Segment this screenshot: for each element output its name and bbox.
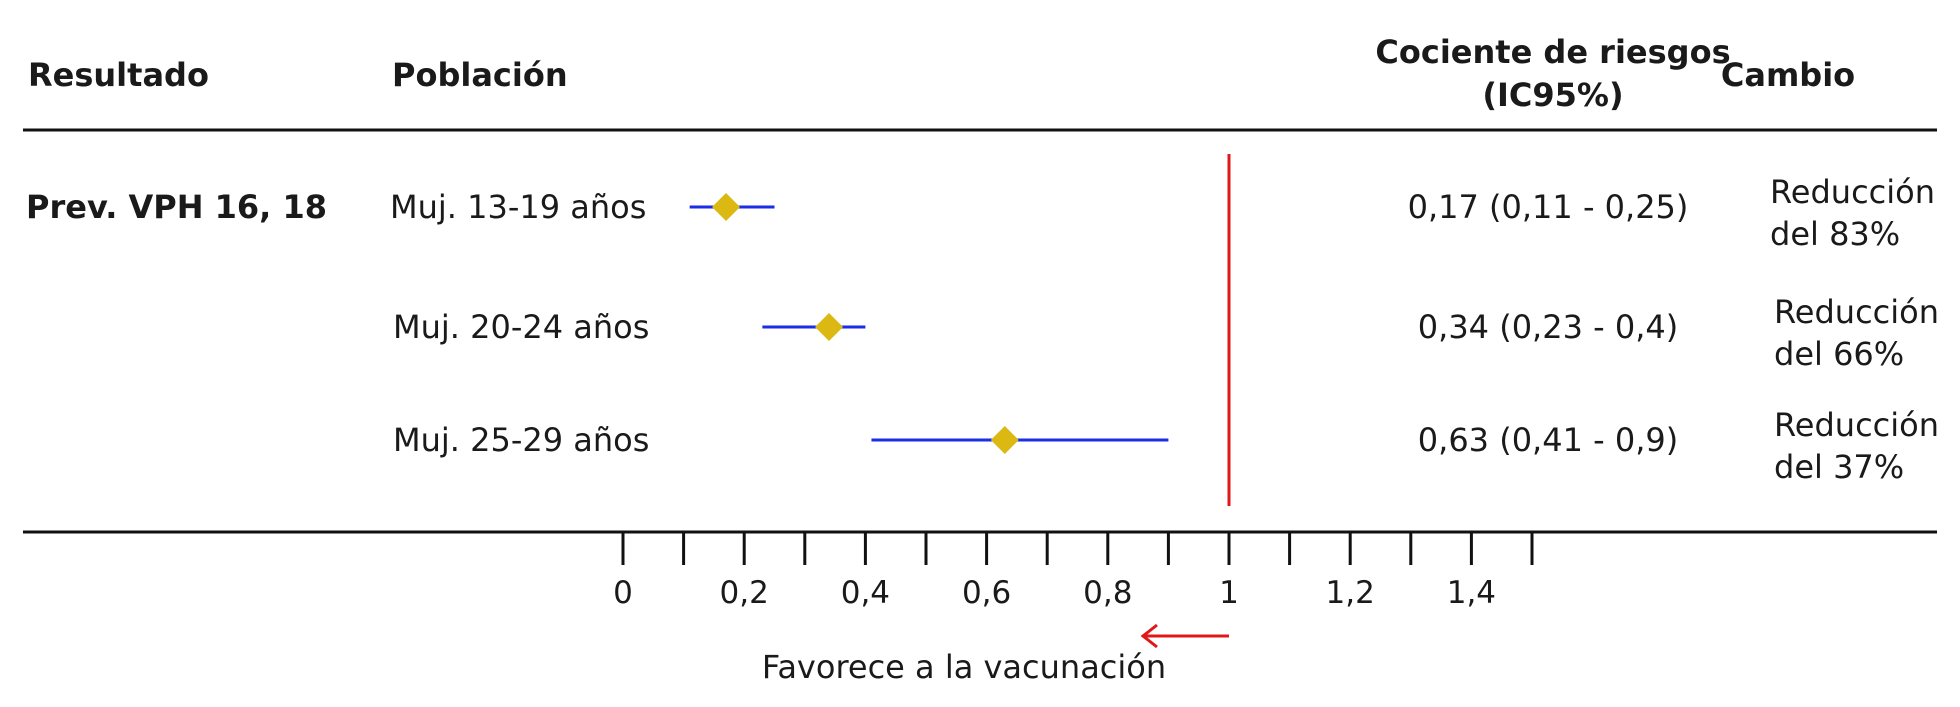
forest-rows: Muj. 13-19 años 0,17 (0,11 - 0,25) Reducci… [390, 173, 1939, 486]
ci-value: 0,17 (0,11 - 0,25) [1408, 188, 1689, 226]
favors-arrow-head [1140, 623, 1158, 649]
population-label: Muj. 13-19 años [390, 188, 646, 226]
x-tick-label: 1 [1219, 575, 1239, 611]
change-line1: Reducción [1770, 173, 1935, 211]
outcome-label: Prev. VPH 16, 18 [26, 188, 327, 226]
header-cambio: Cambio [1721, 56, 1855, 94]
point-estimate [815, 313, 844, 341]
population-label: Muj. 25-29 años [393, 421, 649, 459]
x-tick-label: 1,4 [1447, 575, 1496, 611]
change-line2: del 66% [1774, 335, 1904, 373]
x-tick-label: 1,2 [1326, 575, 1375, 611]
favors-arrow [1140, 623, 1229, 649]
x-axis-ticks: 0 0,2 0,4 0,6 0,8 1 1,2 1,4 [613, 532, 1534, 611]
change-line2: del 37% [1774, 448, 1904, 486]
change-line2: del 83% [1770, 215, 1900, 253]
header-resultado: Resultado [28, 56, 209, 94]
point-estimate [990, 426, 1019, 454]
forest-row: Muj. 13-19 años 0,17 (0,11 - 0,25) Reducci… [390, 173, 1935, 253]
header-cociente-line2: (IC95%) [1482, 76, 1623, 114]
ci-value: 0,34 (0,23 - 0,4) [1418, 308, 1678, 346]
x-tick-label: 0,6 [962, 575, 1011, 611]
x-tick-label: 0,8 [1083, 575, 1132, 611]
change-line1: Reducción [1774, 406, 1939, 444]
forest-row: Muj. 25-29 años 0,63 (0,41 - 0,9) Reducció… [393, 406, 1939, 486]
x-tick-label: 0,4 [841, 575, 890, 611]
change-line1: Reducción [1774, 293, 1939, 331]
population-label: Muj. 20-24 años [393, 308, 649, 346]
x-tick-label: 0,2 [720, 575, 769, 611]
favors-label: Favorece a la vacunación [762, 648, 1166, 686]
header-poblacion: Población [392, 56, 568, 94]
point-estimate [712, 193, 741, 221]
x-tick-label: 0 [613, 575, 633, 611]
forest-row: Muj. 20-24 años 0,34 (0,23 - 0,4) Reducció… [393, 293, 1939, 373]
ci-value: 0,63 (0,41 - 0,9) [1418, 421, 1678, 459]
header-cociente-line1: Cociente de riesgos [1375, 33, 1730, 71]
